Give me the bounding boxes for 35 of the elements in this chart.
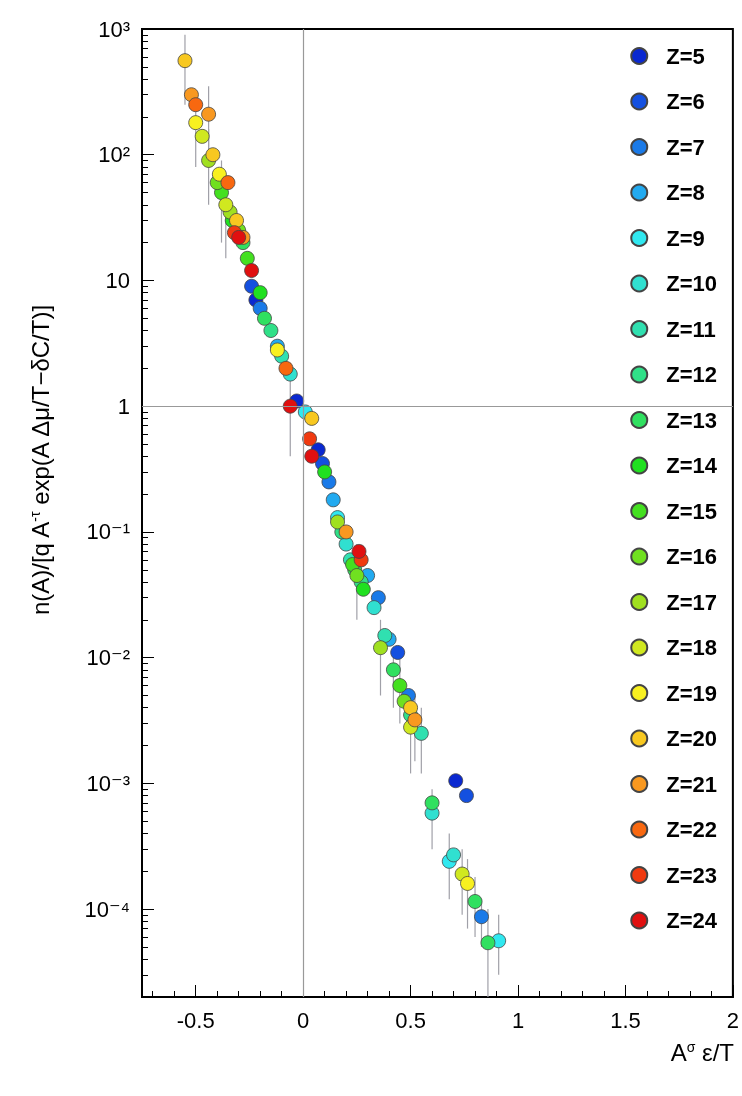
y-tick-label: 10⁻³ [86,770,130,796]
y-tick-label: 10³ [98,16,130,42]
x-tick-label: 1 [511,1007,525,1033]
x-tick-label: 0.5 [395,1007,426,1033]
legend-label: Z=10 [666,271,718,296]
legend-label: Z=13 [666,407,718,433]
y-tick-label: 10⁻⁴ [84,896,130,922]
x-tick-label: 1.5 [610,1007,641,1033]
x-tick-label: 0 [297,1007,310,1033]
legend-label: Z=7 [666,134,705,160]
legend-label: Z=17 [666,589,718,615]
legend-label: Z=12 [666,362,718,387]
legend-label: Z=5 [666,43,705,69]
legend-label: Z=18 [666,635,718,660]
legend-label: Z=15 [666,498,718,524]
x-axis-title: A$^{σ}$ ε/T [670,1039,734,1066]
legend-label: Z=11 [666,316,716,342]
y-tick-label: 10⁻¹ [86,519,130,545]
legend-label: Z=20 [666,726,718,751]
legend-label: Z=19 [666,680,718,706]
y-tick-label: 10⁻² [86,645,130,671]
x-tick-label: 2 [726,1007,740,1033]
legend-label: Z=9 [666,225,705,251]
x-tick-label: -0.5 [176,1007,215,1033]
y-tick-label: 10 [105,267,130,293]
legend-label: Z=16 [666,544,718,569]
legend-label: Z=14 [666,453,718,478]
y-tick-label: 1 [117,393,130,419]
legend-label: Z=23 [666,862,718,888]
legend-label: Z=24 [666,908,718,933]
y-tick-label: 10² [98,142,130,168]
legend-label: Z=6 [666,89,705,114]
legend-label: Z=21 [666,771,718,797]
legend-label: Z=8 [666,180,705,205]
legend-label: Z=22 [666,817,718,842]
